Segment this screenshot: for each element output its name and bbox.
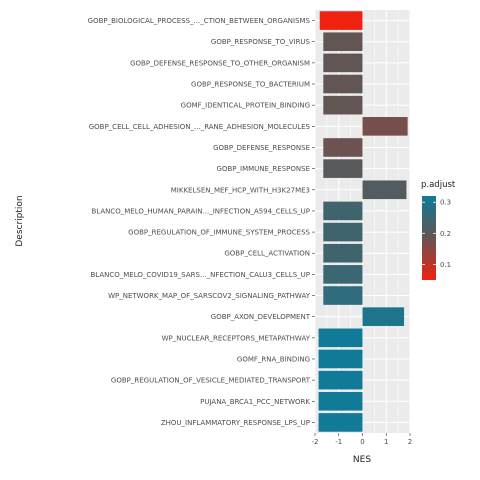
legend-tick-label: 0.2 — [440, 230, 451, 238]
bar — [323, 243, 363, 263]
y-tick-label: GOBP_DEFENSE_RESPONSE_TO_OTHER_ORGANISM — [130, 59, 310, 67]
y-tick-label: GOBP_RESPONSE_TO_BACTERIUM — [191, 81, 310, 89]
bar — [362, 180, 407, 200]
y-tick-label: GOMF_IDENTICAL_PROTEIN_BINDING — [181, 102, 310, 110]
bar — [323, 286, 363, 305]
y-tick-label: GOBP_IMMUNE_RESPONSE — [217, 165, 310, 173]
x-tick-label: -1 — [335, 438, 342, 446]
y-tick-labels: GOBP_BIOLOGICAL_PROCESS_..._CTION_BETWEE… — [88, 17, 315, 427]
y-axis-title: Description — [15, 195, 25, 246]
x-tick-label: 2 — [408, 438, 412, 446]
y-tick-label: BLANCO_MELO_HUMAN_PARAIN..._INFECTION_A5… — [91, 207, 310, 215]
legend-colorbar — [422, 196, 436, 280]
bar — [318, 413, 363, 432]
y-tick-label: GOBP_DEFENSE_RESPONSE — [213, 144, 310, 152]
y-tick-label: PUJANA_BRCA1_PCC_NETWORK — [200, 398, 310, 406]
y-tick-label: GOBP_BIOLOGICAL_PROCESS_..._CTION_BETWEE… — [88, 17, 311, 25]
bar — [362, 117, 408, 136]
bar — [323, 32, 363, 52]
y-tick-label: GOBP_CELL_CELL_ADHESION_..._RANE_ADHESIO… — [89, 123, 311, 131]
x-tick-labels: -2 -1 0 1 2 — [312, 433, 412, 446]
y-tick-label: GOMF_RNA_BINDING — [237, 355, 310, 363]
y-tick-label: WP_NETWORK_MAP_OF_SARSCOV2_SIGNALING_PAT… — [108, 292, 311, 300]
y-tick-label: GOBP_AXON_DEVELOPMENT — [211, 313, 311, 321]
bar — [323, 201, 363, 221]
y-tick-label: GOBP_REGULATION_OF_IMMUNE_SYSTEM_PROCESS — [128, 229, 310, 237]
bar — [323, 95, 363, 115]
x-tick-label: 1 — [384, 438, 388, 446]
legend-tick-label: 0.3 — [440, 199, 451, 207]
bar — [362, 307, 405, 326]
x-axis-title: NES — [353, 455, 371, 465]
legend-tick-label: 0.1 — [440, 261, 451, 269]
y-tick-label: WP_NUCLEAR_RECEPTORS_METAPATHWAY — [162, 334, 311, 342]
bar — [323, 53, 363, 73]
bars-layer — [318, 11, 408, 432]
y-tick-label: GOBP_CELL_ACTIVATION — [224, 250, 310, 258]
y-tick-label: MIKKELSEN_MEF_HCP_WITH_H3K27ME3 — [171, 186, 310, 194]
bar — [323, 159, 363, 178]
legend: p.adjust 0.1 0.2 0.3 — [421, 180, 456, 280]
bar — [323, 222, 363, 242]
bar — [318, 349, 363, 369]
y-tick-label: GOBP_RESPONSE_TO_VIRUS — [211, 38, 311, 46]
x-tick-label: -2 — [312, 438, 319, 446]
bar — [323, 74, 363, 94]
bar — [319, 11, 363, 30]
y-tick-label: ZHOU_INFLAMMATORY_RESPONSE_LPS_UP — [161, 419, 310, 427]
bar — [318, 328, 363, 348]
y-tick-label: BLANCO_MELO_COVID19_SARS..._NFECTION_CAL… — [90, 271, 310, 279]
y-tick-label: GOBP_REGULATION_OF_VESICLE_MEDIATED_TRAN… — [111, 377, 311, 385]
x-tick-label: 0 — [360, 438, 364, 446]
bar — [323, 265, 363, 284]
bar — [318, 370, 363, 390]
bar — [318, 391, 363, 411]
legend-title: p.adjust — [421, 180, 456, 190]
legend-ticks: 0.1 0.2 0.3 — [422, 199, 451, 269]
bar — [323, 138, 363, 157]
